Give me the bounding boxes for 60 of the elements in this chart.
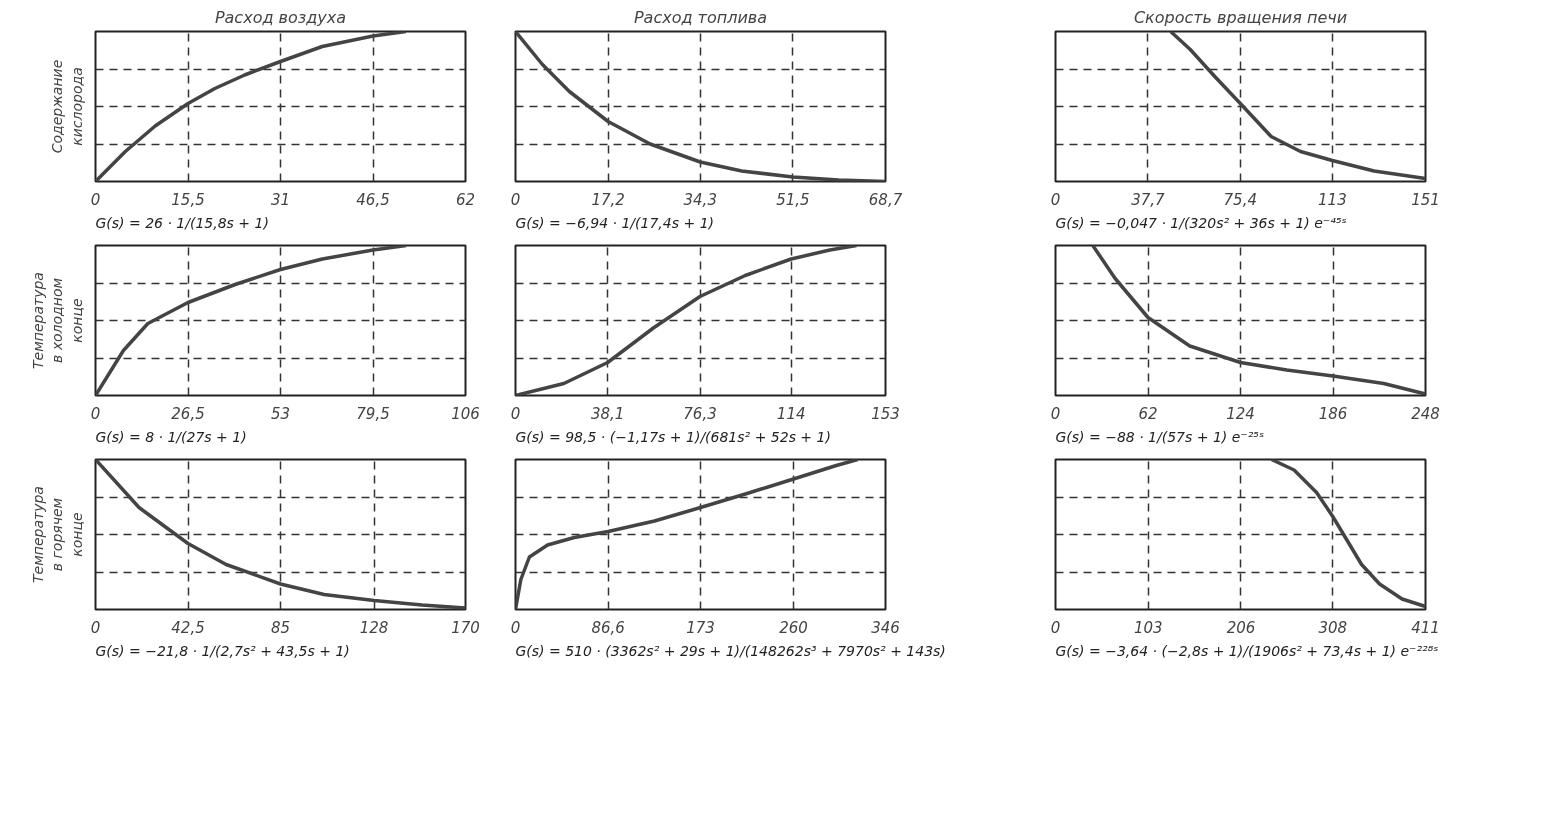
x-tick-label: 0 — [90, 404, 101, 423]
x-tick-label: 170 — [451, 618, 480, 637]
x-tick-label: 42,5 — [171, 618, 205, 637]
x-tick-label: 173 — [686, 618, 715, 637]
x-tick-label: 114 — [776, 404, 806, 423]
text: G(s) = −0,047 · 1/(320s² + 36s + 1) e⁻⁴⁵ˢ — [1055, 214, 1347, 231]
x-tick-label: 37,7 — [1131, 190, 1166, 209]
text: G(s) = 98,5 · (−1,17s + 1)/(681s² + 52s + 1) — [515, 428, 831, 445]
chart-title: Расход топлива — [633, 7, 768, 27]
y-axis-title: Температура в холодном конце — [30, 272, 85, 369]
x-tick-label: 0 — [90, 618, 101, 637]
x-tick-label: 0 — [510, 190, 521, 209]
x-tick-label: 34,3 — [683, 190, 717, 209]
x-tick-label: 260 — [779, 618, 808, 637]
x-tick-label: 79,5 — [356, 404, 390, 423]
x-tick-label: 128 — [359, 618, 389, 637]
x-tick-label: 0 — [1050, 190, 1061, 209]
x-tick-label: 113 — [1318, 190, 1347, 209]
x-tick-label: 151 — [1411, 190, 1440, 209]
x-tick-label: 308 — [1318, 618, 1348, 637]
chart-title: Расход воздуха — [214, 7, 347, 27]
y-axis-title: Содержание кислорода — [49, 59, 85, 154]
x-tick-label: 124 — [1226, 404, 1255, 423]
x-tick-label: 38,1 — [590, 404, 625, 423]
x-tick-label: 106 — [451, 404, 480, 423]
text: G(s) = −3,64 · (−2,8s + 1)/(1906s² + 73,4s + 1) e⁻²²⁸ˢ — [1055, 642, 1439, 659]
x-tick-label: 103 — [1133, 618, 1163, 637]
x-tick-label: 76,3 — [683, 404, 717, 423]
x-tick-label: 248 — [1411, 404, 1440, 423]
x-tick-label: 346 — [871, 618, 900, 637]
text: G(s) = 8 · 1/(27s + 1) — [95, 428, 247, 445]
y-axis-title: Температура в горячем конце — [30, 486, 85, 583]
x-tick-label: 0 — [510, 404, 521, 423]
text: G(s) = −21,8 · 1/(2,7s² + 43,5s + 1) — [95, 642, 350, 659]
x-tick-label: 51,5 — [776, 190, 810, 209]
x-tick-label: 26,5 — [171, 404, 205, 423]
x-tick-label: 411 — [1411, 618, 1440, 637]
x-tick-label: 17,2 — [591, 190, 625, 209]
x-tick-label: 0 — [1050, 618, 1061, 637]
x-tick-label: 0 — [510, 618, 521, 637]
x-tick-label: 0 — [1050, 404, 1061, 423]
x-tick-label: 206 — [1226, 618, 1256, 637]
text: G(s) = −6,94 · 1/(17,4s + 1) — [515, 214, 715, 231]
x-tick-label: 153 — [871, 404, 900, 423]
x-tick-label: 85 — [270, 618, 291, 637]
text: G(s) = 510 · (3362s² + 29s + 1)/(148262s³ + 7970s² + 143s) — [515, 642, 946, 659]
chart-title: Скорость вращения печи — [1133, 7, 1348, 27]
x-tick-label: 62 — [1138, 404, 1158, 423]
x-tick-label: 53 — [270, 404, 291, 423]
x-tick-label: 68,7 — [868, 190, 903, 209]
x-tick-label: 0 — [90, 190, 101, 209]
x-tick-label: 75,4 — [1223, 190, 1257, 209]
text: G(s) = 26 · 1/(15,8s + 1) — [95, 214, 269, 231]
x-tick-label: 62 — [455, 190, 476, 209]
x-tick-label: 31 — [270, 190, 291, 209]
x-tick-label: 46,5 — [356, 190, 390, 209]
x-tick-label: 15,5 — [171, 190, 205, 209]
x-tick-label: 186 — [1318, 404, 1348, 423]
text: G(s) = −88 · 1/(57s + 1) e⁻²⁵ˢ — [1055, 428, 1265, 445]
x-tick-label: 86,6 — [591, 618, 625, 637]
